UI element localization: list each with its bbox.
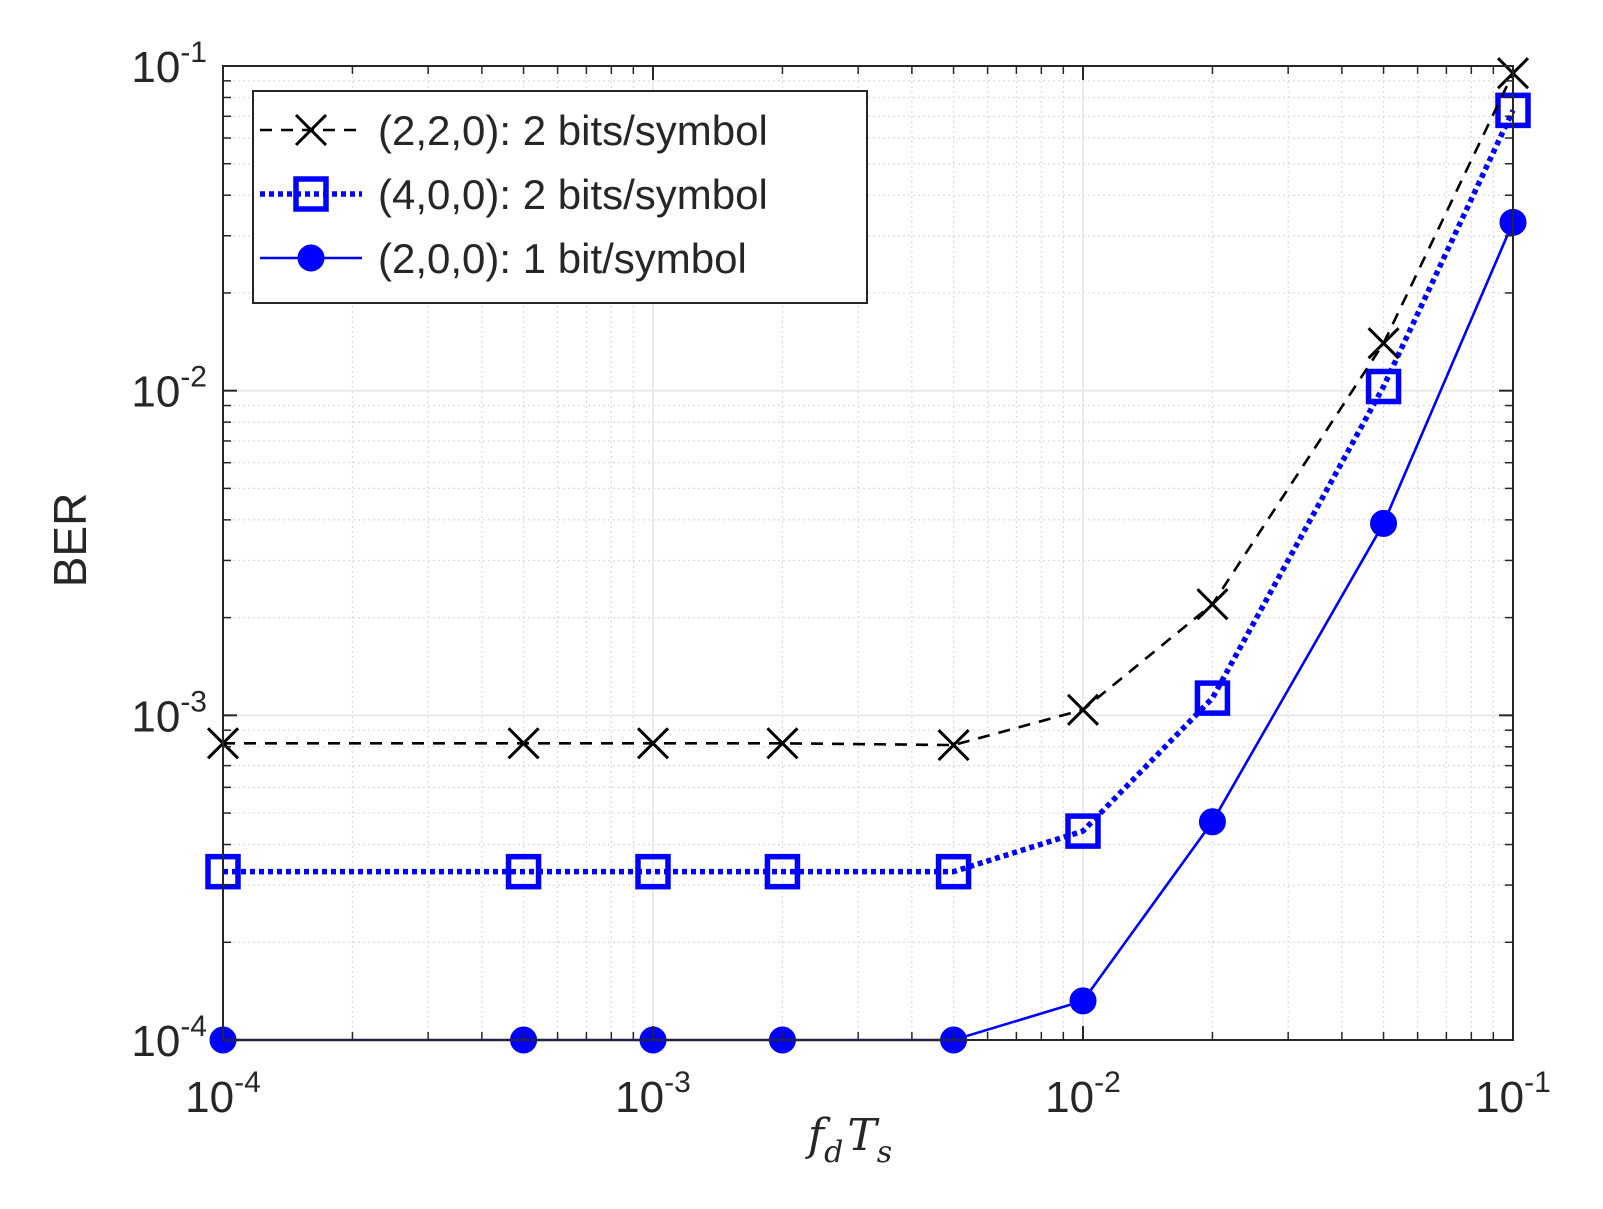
- legend-marker: [297, 244, 325, 272]
- x-tick-label: 10-1: [1475, 1066, 1551, 1122]
- series-1-point: [1367, 327, 1400, 360]
- series-3-point: [1198, 808, 1226, 836]
- series-1-point: [636, 727, 670, 760]
- series-2-point: [1194, 680, 1231, 716]
- legend-box: [252, 90, 868, 304]
- minor-grid: [223, 66, 1513, 1040]
- legend-marker: [293, 176, 329, 212]
- x-axis-label: fdTs: [805, 1110, 892, 1170]
- series-2-point: [764, 853, 801, 890]
- series-line-2: [223, 109, 1516, 875]
- series-3: [209, 208, 1527, 1054]
- series-1: [206, 57, 1530, 762]
- x-tick-labels: 10-4 10-3 10-2 10-1: [185, 1066, 1551, 1122]
- series-2-point: [935, 853, 972, 890]
- series-line-3: [223, 221, 1515, 1042]
- series-1-point: [937, 728, 970, 762]
- y-tick-label: 10-1: [131, 36, 207, 92]
- legend-label: (4,0,0): 2 bits/symbol: [378, 171, 768, 218]
- axes-box: [222, 65, 1514, 1041]
- legend-label: (2,0,0): 1 bit/symbol: [378, 235, 747, 282]
- series-1-point: [1066, 693, 1100, 726]
- x-axis-label-s: s: [877, 1135, 892, 1170]
- series-1-point: [507, 727, 540, 760]
- legend-entry-1: (2,2,0): 2 bits/symbol: [260, 107, 768, 154]
- y-tick-labels: 10-4 10-3 10-2 10-1: [131, 36, 207, 1066]
- x-tick-label: 10-2: [1045, 1066, 1121, 1122]
- series-3-point: [1069, 987, 1097, 1015]
- series-2-point: [635, 853, 671, 890]
- legend-label: (2,2,0): 2 bits/symbol: [378, 107, 768, 154]
- legend-entry-2: (4,0,0): 2 bits/symbol: [260, 171, 768, 218]
- x-axis-label-T: T: [847, 1110, 880, 1161]
- y-tick-label: 10-4: [131, 1010, 207, 1066]
- series-2-point: [505, 853, 542, 890]
- series-2-point: [1065, 813, 1101, 849]
- x-tick-label: 10-4: [185, 1066, 261, 1122]
- series-3-point: [1370, 509, 1398, 537]
- axis-ticks: [222, 65, 1514, 1041]
- y-tick-label: 10-2: [131, 361, 207, 417]
- series-line-1: [223, 72, 1515, 747]
- series-1-point: [766, 727, 799, 760]
- legend: (2,2,0): 2 bits/symbol (4,0,0): 2 bits/sy…: [252, 90, 868, 304]
- x-tick-label: 10-3: [615, 1066, 691, 1122]
- legend-marker: [294, 113, 328, 147]
- legend-entry-3: (2,0,0): 1 bit/symbol: [260, 235, 747, 282]
- x-axis-label-d: d: [824, 1135, 843, 1170]
- y-tick-label: 10-3: [131, 685, 207, 741]
- series-1-point: [1196, 588, 1229, 621]
- series-2-point: [1365, 368, 1402, 405]
- y-axis-label: BER: [44, 493, 96, 588]
